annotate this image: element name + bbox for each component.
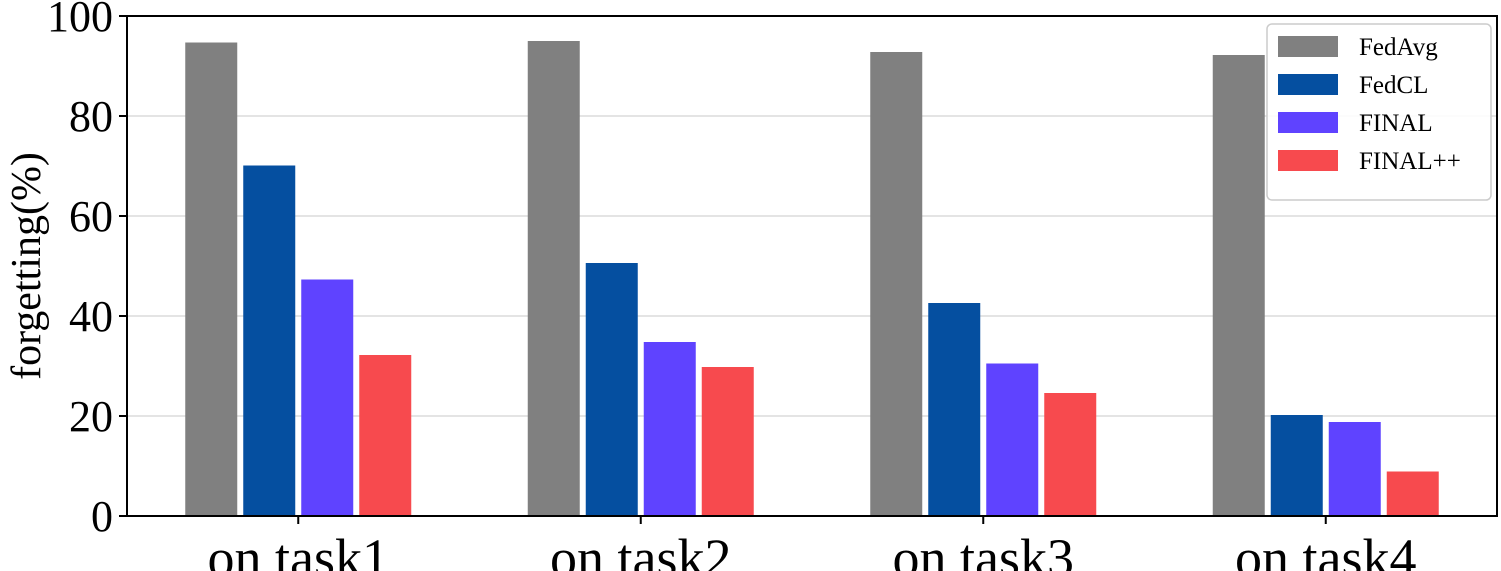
legend-swatch — [1278, 36, 1338, 57]
y-tick-label: 80 — [69, 92, 113, 141]
y-tick-label: 0 — [91, 492, 113, 541]
legend-swatch — [1278, 74, 1338, 95]
x-category-label: on task2 — [550, 528, 732, 571]
bar-fedcl-2 — [585, 263, 638, 516]
bar-fedcl-4 — [1270, 415, 1323, 516]
legend-label: FINAL++ — [1359, 148, 1461, 175]
bar-fedcl-1 — [243, 165, 296, 516]
plot-frame — [126, 15, 1498, 517]
bar-final-1 — [301, 279, 354, 516]
bar-fedavg-1 — [185, 42, 238, 516]
y-axis: 0 20 40 60 80 100 — [47, 0, 127, 541]
y-axis-title: forgetting(%) — [4, 152, 50, 380]
legend-label: FINAL — [1359, 110, 1433, 137]
bar-fedavg-4 — [1212, 55, 1265, 516]
legend-swatch — [1278, 150, 1338, 171]
bar-finalplusplus-1 — [359, 355, 412, 516]
x-axis: on task1 on task2 on task3 on task4 — [208, 516, 1417, 571]
bar-finalplusplus-2 — [701, 367, 754, 516]
bar-final-2 — [643, 342, 696, 516]
x-category-label: on task3 — [893, 528, 1075, 571]
bar-finalplusplus-3 — [1044, 393, 1097, 516]
bar-fedavg-2 — [527, 41, 580, 516]
y-tick-label: 20 — [69, 392, 113, 441]
bars — [185, 41, 1439, 516]
bar-finalplusplus-4 — [1386, 471, 1439, 516]
y-tick-label: 40 — [69, 292, 113, 341]
legend: FedAvg FedCL FINAL FINAL++ — [1266, 23, 1492, 201]
bar-final-3 — [986, 363, 1039, 516]
bar-fedavg-3 — [870, 52, 923, 516]
legend-label: FedAvg — [1359, 34, 1438, 61]
x-category-label: on task4 — [1235, 528, 1417, 571]
y-tick-label: 60 — [69, 192, 113, 241]
y-tick-label: 100 — [47, 0, 113, 41]
legend-swatch — [1278, 112, 1338, 133]
bar-final-4 — [1328, 422, 1381, 516]
legend-label: FedCL — [1359, 72, 1428, 99]
bar-fedcl-3 — [928, 303, 981, 516]
x-category-label: on task1 — [208, 528, 390, 571]
